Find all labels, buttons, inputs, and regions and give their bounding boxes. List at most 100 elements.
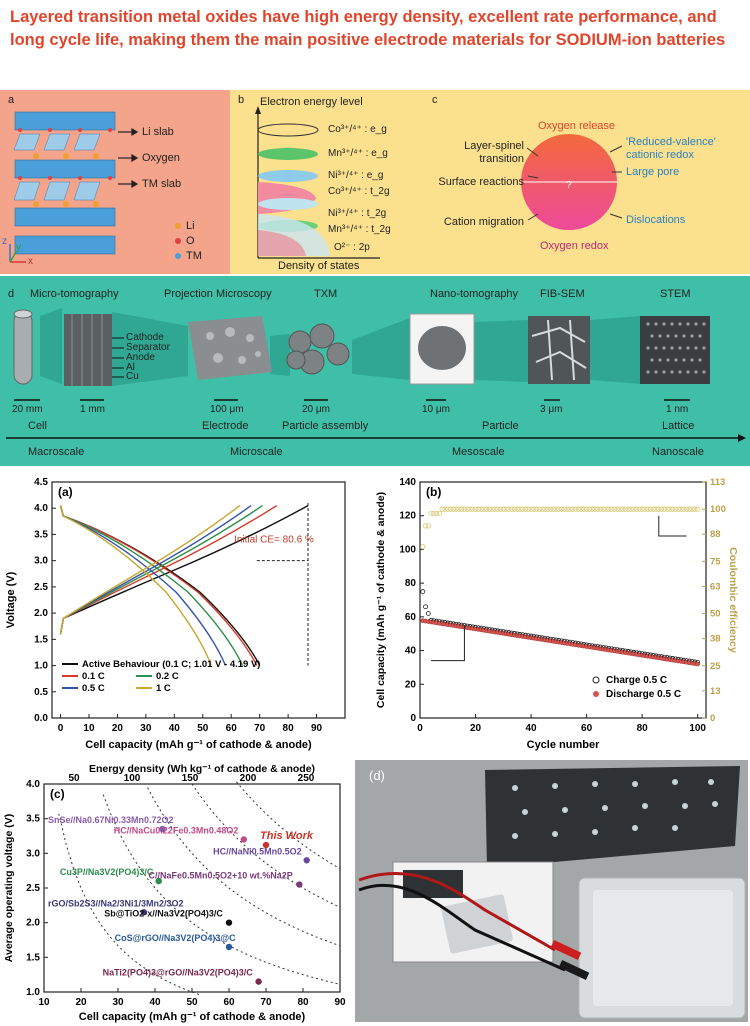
charge-point — [423, 604, 428, 610]
svg-text:?: ? — [566, 180, 572, 191]
y-tick-label: 2.5 — [26, 883, 40, 894]
surface-reactions-label: Surface reactions — [438, 176, 524, 188]
ce-point — [536, 506, 542, 512]
y-tick-label: 2.0 — [26, 918, 40, 929]
y-tick-label: 0.5 — [34, 687, 48, 698]
cycling-performance-chart: (b) 0 20 40 60 80 100 0 20 40 60 80 100 120 140 0 13 25 38… — [375, 477, 739, 751]
layer-separator: Separator — [126, 342, 170, 353]
oxygen-redox-label: Oxygen redox — [540, 240, 609, 252]
charge-curve-0 — [59, 504, 309, 635]
ce-point — [453, 506, 459, 512]
x-tick-label: 70 — [260, 997, 272, 1008]
ce-point — [497, 506, 504, 512]
data-point — [296, 881, 303, 888]
data-point — [262, 841, 270, 849]
y2-tick-label: 50 — [710, 609, 721, 620]
energy-density-isoline — [58, 813, 200, 996]
technique-stem: STEM — [660, 288, 691, 300]
y2-tick-label: 113 — [710, 477, 725, 488]
legend-label-0: Active Behaviour (0.1 C; 1.01 V - 4.19 V… — [82, 659, 260, 670]
regime-macroscale: Macroscale — [28, 446, 85, 458]
y-axis-title: Voltage (V) — [5, 571, 17, 628]
y2-tick-label: 13 — [710, 686, 721, 697]
data-point — [255, 978, 262, 985]
x-tick-label: 50 — [197, 723, 209, 734]
x2-tick-label: 100 — [124, 773, 141, 784]
layer-cu: Cu — [126, 371, 139, 382]
y2-tick-label: 63 — [710, 581, 721, 592]
ce-point — [472, 506, 479, 512]
legend-label-1: 0.1 C — [82, 671, 105, 682]
panel-b-label: b — [238, 94, 245, 106]
data-point-label: CoS@rGO//Na3V2(PO4)3@C — [115, 933, 237, 943]
x-tick-label: 90 — [334, 997, 346, 1008]
ce-point — [528, 506, 534, 512]
oxygen-release-label: Oxygen release — [538, 120, 616, 132]
ce-point — [447, 506, 454, 512]
ce-point — [586, 506, 592, 512]
x-tick-label: 20 — [75, 997, 87, 1008]
charge-point — [420, 589, 426, 594]
y-tick-label: 60 — [405, 612, 417, 623]
x2-tick-label: 200 — [240, 773, 257, 784]
y2-tick-label: 0 — [710, 713, 715, 724]
x-tick-label: 60 — [223, 997, 235, 1008]
y-tick-label: 1.0 — [34, 661, 48, 672]
ce-point — [567, 506, 573, 512]
legend-discharge-label: Discharge 0.5 C — [606, 689, 681, 700]
x2-tick-label: 150 — [182, 773, 199, 784]
ce-point — [509, 506, 515, 512]
panel-c-label: c — [432, 94, 438, 106]
layer-spinel-label: Layer-spinel transition — [464, 140, 524, 165]
plot-frame — [51, 481, 346, 719]
legend-discharge-marker — [593, 691, 599, 697]
ce-point — [658, 506, 665, 512]
level-o-2p: O²⁻ : 2p — [334, 242, 370, 253]
ce-point — [608, 506, 615, 512]
ce-point — [481, 506, 487, 512]
figure-title: Layered transition metal oxides have hig… — [10, 8, 726, 49]
x-tick-label: 20 — [470, 723, 482, 734]
ce-point — [467, 506, 473, 512]
y-tick-label: 1.5 — [34, 634, 48, 645]
scale-100um: 100 μm — [210, 404, 244, 415]
y-tick-label: 4.5 — [34, 477, 48, 488]
ce-point — [550, 506, 556, 512]
y-axis-title: Average operating voltage (V) — [3, 814, 15, 962]
y2-tick-label: 25 — [710, 661, 721, 672]
scale-1nm: 1 nm — [666, 404, 689, 415]
ce-point — [639, 506, 645, 512]
ce-point — [584, 506, 590, 512]
x-tick-label: 40 — [149, 997, 161, 1008]
legend-tm: TM — [186, 250, 202, 262]
layer-cathode: Cathode — [126, 332, 164, 343]
axis-y: y — [16, 242, 21, 253]
y2-tick-label: 75 — [710, 556, 721, 567]
ce-point — [559, 506, 565, 512]
initial-ce-annotation: Initial CE= 80.6 % — [234, 534, 314, 545]
ce-point — [633, 506, 640, 512]
ce-point — [456, 506, 462, 512]
x-tick-label: 100 — [689, 723, 706, 734]
x-tick-label: 0 — [417, 723, 423, 734]
electron-energy-title: Electron energy level — [260, 96, 363, 108]
voltage-capacity-comparison-chart: (c) 10 20 30 40 50 60 70 80 90 1.0 1.5 2.0 2.5 3.0 3.5 4… — [3, 763, 346, 1023]
ce-point — [683, 506, 690, 512]
ce-point — [514, 506, 520, 512]
ce-point — [531, 506, 537, 512]
legend-charge-marker — [592, 676, 600, 684]
y-tick-label: 40 — [405, 646, 417, 657]
x-tick-label: 80 — [297, 997, 309, 1008]
ce-point — [575, 506, 581, 512]
ce-point — [653, 506, 659, 512]
axis-z: z — [2, 236, 7, 247]
y-axis-title: Cell capacity (mAh g⁻¹ of cathode & anod… — [375, 492, 387, 708]
legend-o: O — [186, 235, 195, 247]
ce-point — [611, 506, 617, 512]
reduced-valence-label: 'Reduced-valence' cationic redox — [626, 136, 716, 161]
cation-migration-label: Cation migration — [443, 216, 524, 228]
x2-tick-label: 250 — [298, 773, 315, 784]
large-pore-label: Large pore — [626, 166, 680, 178]
ce-point — [470, 506, 476, 512]
ce-point — [517, 506, 523, 512]
